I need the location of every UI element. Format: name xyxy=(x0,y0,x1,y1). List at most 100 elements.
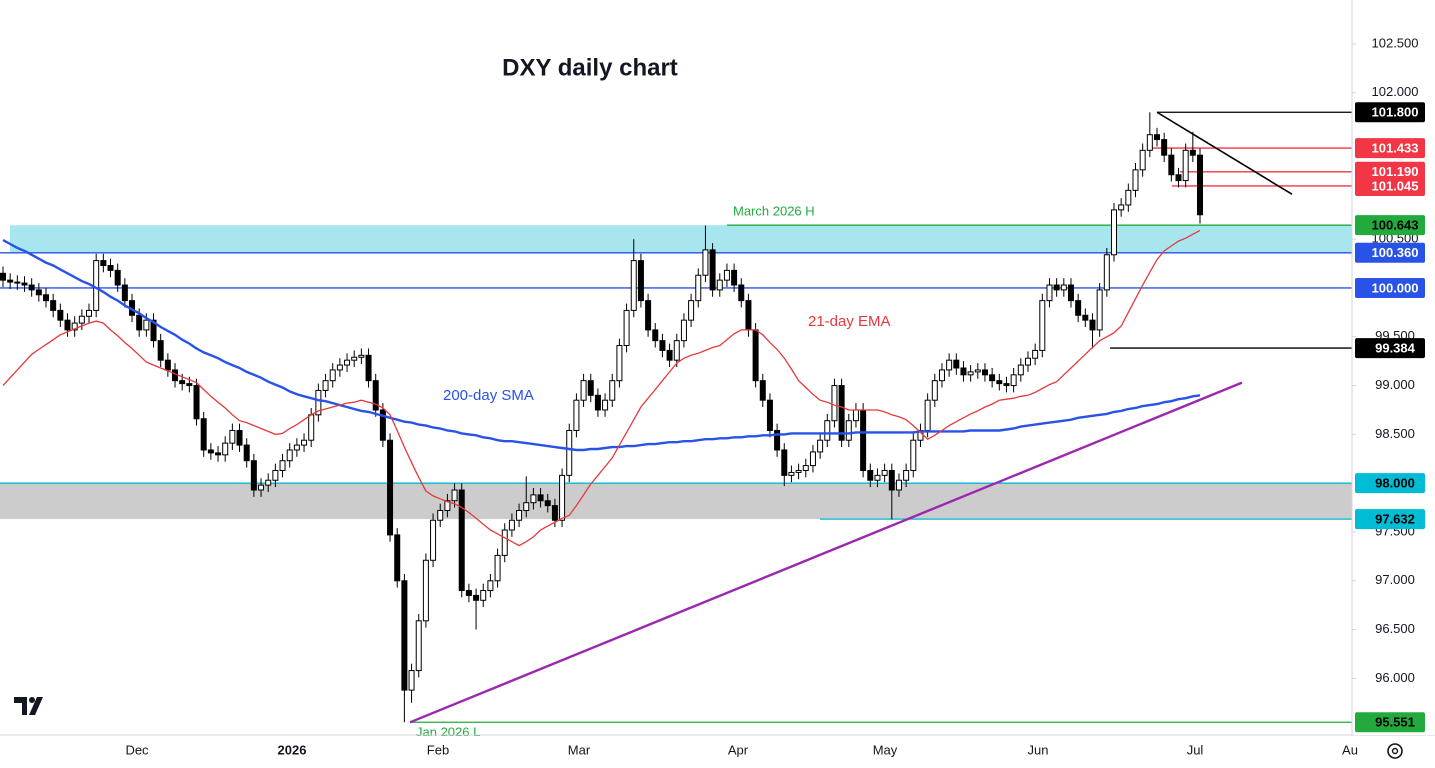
price-box xyxy=(1355,215,1425,236)
price-box xyxy=(1355,138,1425,159)
candle-body xyxy=(164,359,171,371)
y-tick-label: 99.000 xyxy=(1375,377,1415,392)
candle-body xyxy=(1032,349,1039,359)
candle-body xyxy=(695,274,702,302)
candle-body xyxy=(265,479,272,486)
candle-body xyxy=(659,340,666,351)
candle-body xyxy=(415,620,422,672)
candle-body xyxy=(1182,149,1189,182)
candle-body xyxy=(487,580,494,592)
candle-body xyxy=(516,509,523,521)
candle-body xyxy=(64,319,71,331)
candle-body xyxy=(1153,134,1160,141)
x-tick-label: Mar xyxy=(568,742,591,757)
level-note: Jan 2026 L xyxy=(416,725,480,740)
candle-body xyxy=(867,469,874,481)
y-tick-label: 98.500 xyxy=(1375,426,1415,441)
candle-body xyxy=(451,489,458,502)
settings-icon[interactable] xyxy=(1387,743,1403,759)
candle-body xyxy=(193,385,200,420)
candle-body xyxy=(1168,154,1175,176)
candle-body xyxy=(752,329,759,382)
candle-body xyxy=(236,429,243,446)
candle-body xyxy=(845,420,852,441)
candle-body xyxy=(1125,189,1132,206)
candle-body xyxy=(372,380,379,411)
candle-body xyxy=(824,420,831,441)
candle-body xyxy=(946,359,953,371)
candle-body xyxy=(401,580,408,691)
candle-body xyxy=(860,409,867,471)
candle-body xyxy=(645,300,652,331)
candle-body xyxy=(444,500,451,511)
price-box-label: 98.000 xyxy=(1375,476,1415,491)
candle-body xyxy=(322,380,329,391)
chart-title: DXY daily chart xyxy=(502,54,678,81)
candle-body xyxy=(1082,314,1089,321)
candle-body xyxy=(1010,374,1017,387)
candle-body xyxy=(630,260,637,311)
candle-body xyxy=(1118,204,1125,211)
candle-body xyxy=(150,319,157,342)
candle-body xyxy=(229,429,236,444)
candle-body xyxy=(172,369,179,382)
candle-body xyxy=(688,300,695,321)
candle-body xyxy=(157,340,164,361)
indicator-label: 21-day EMA xyxy=(808,313,891,330)
candle-body xyxy=(14,281,21,284)
candle-body xyxy=(559,474,566,521)
candle-body xyxy=(365,354,372,382)
candle-body xyxy=(809,451,816,467)
candle-body xyxy=(960,367,967,376)
candle-body xyxy=(1096,289,1103,331)
candle-body xyxy=(1039,300,1046,351)
candle-body xyxy=(143,319,150,331)
candle-body xyxy=(286,449,293,462)
y-tick-label: 102.000 xyxy=(1372,84,1419,99)
y-tick-label: 102.500 xyxy=(1372,35,1419,50)
candle-body xyxy=(1075,300,1082,316)
candle-body xyxy=(1024,357,1031,366)
price-box xyxy=(1355,509,1425,530)
candle-body xyxy=(351,356,358,361)
candle-body xyxy=(602,399,609,411)
candle-body xyxy=(35,289,42,296)
candle-body xyxy=(458,489,465,592)
candle-body xyxy=(759,380,766,401)
candle-body xyxy=(279,460,286,471)
x-tick-label: Apr xyxy=(728,742,749,757)
candle-body xyxy=(609,380,616,401)
candle-body xyxy=(666,349,673,361)
candle-body xyxy=(21,282,28,286)
level-note: March 2026 H xyxy=(733,204,815,219)
candle-body xyxy=(114,269,121,286)
y-tick-label: 97.000 xyxy=(1375,572,1415,587)
candle-body xyxy=(501,529,508,556)
candle-body xyxy=(652,329,659,342)
candle-body xyxy=(387,439,394,536)
y-tick-label: 96.500 xyxy=(1375,621,1415,636)
candle-body xyxy=(508,519,515,531)
candle-body xyxy=(308,414,315,441)
candle-body xyxy=(996,380,1003,385)
candle-body xyxy=(637,260,644,302)
candle-body xyxy=(551,505,558,521)
candle-body xyxy=(580,380,587,401)
price-box-label: 99.384 xyxy=(1375,341,1416,356)
candle-body xyxy=(802,465,809,471)
candle-body xyxy=(465,590,472,596)
candle-body xyxy=(709,249,716,291)
candle-body xyxy=(494,554,501,582)
y-tick-label: 96.000 xyxy=(1375,670,1415,685)
price-box-label: 101.433 xyxy=(1372,141,1419,156)
tradingview-logo xyxy=(14,697,43,715)
candle-body xyxy=(788,471,795,476)
price-box-label: 100.360 xyxy=(1372,245,1419,260)
candle-body xyxy=(1046,284,1053,302)
candle-body xyxy=(1060,284,1067,291)
candle-body xyxy=(731,269,738,286)
zone xyxy=(10,225,1352,253)
